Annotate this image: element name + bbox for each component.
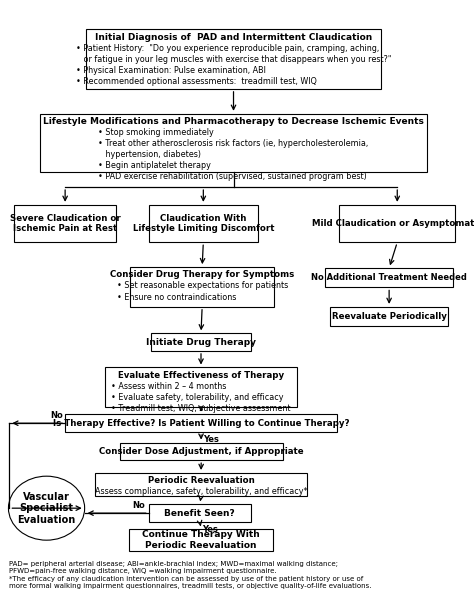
Text: Mild Claudication or Asymptomatic: Mild Claudication or Asymptomatic [312,219,474,228]
Text: Vascular
Specialist
Evaluation: Vascular Specialist Evaluation [18,492,76,525]
Text: Periodic Reevaluation: Periodic Reevaluation [147,476,255,485]
FancyBboxPatch shape [149,205,258,242]
FancyBboxPatch shape [339,205,456,242]
FancyBboxPatch shape [14,205,116,242]
Text: Benefit Seen?: Benefit Seen? [164,509,235,517]
FancyBboxPatch shape [149,504,251,522]
Text: Evaluate Effectiveness of Therapy: Evaluate Effectiveness of Therapy [118,371,284,380]
FancyBboxPatch shape [325,268,453,287]
Text: Reevaluate Periodically: Reevaluate Periodically [332,312,447,321]
FancyBboxPatch shape [151,333,251,351]
Ellipse shape [9,476,85,540]
Text: Severe Claudication or
Ischemic Pain at Rest: Severe Claudication or Ischemic Pain at … [10,214,120,233]
Text: Is Therapy Effective? Is Patient Willing to Continue Therapy?: Is Therapy Effective? Is Patient Willing… [53,419,349,428]
Text: Lifestyle Modifications and Pharmacotherapy to Decrease Ischemic Events: Lifestyle Modifications and Pharmacother… [43,117,424,126]
Text: No: No [50,411,63,420]
Text: • Set reasonable expectations for patients
• Ensure no contraindications: • Set reasonable expectations for patien… [117,281,288,302]
FancyBboxPatch shape [39,114,428,172]
Text: Consider Drug Therapy for Symptoms: Consider Drug Therapy for Symptoms [110,270,294,280]
Text: • Stop smoking immediately
• Treat other atherosclerosis risk factors (ie, hyper: • Stop smoking immediately • Treat other… [99,128,369,181]
FancyBboxPatch shape [105,367,297,407]
Text: Initiate Drug Therapy: Initiate Drug Therapy [146,338,256,346]
Text: • Patient History:  "Do you experience reproducible pain, cramping, aching,
   o: • Patient History: "Do you experience re… [76,44,391,86]
FancyBboxPatch shape [95,473,307,496]
Text: Claudication With
Lifestyle Limiting Discomfort: Claudication With Lifestyle Limiting Dis… [133,214,274,233]
FancyBboxPatch shape [120,443,283,460]
Text: Assess compliance, safety, tolerability, and efficacy*: Assess compliance, safety, tolerability,… [95,487,307,496]
FancyBboxPatch shape [86,29,381,89]
Text: Yes: Yes [203,435,219,444]
Text: Yes: Yes [202,525,218,534]
FancyBboxPatch shape [129,529,273,551]
Text: Initial Diagnosis of  PAD and Intermittent Claudication: Initial Diagnosis of PAD and Intermitten… [95,32,372,42]
Text: Consider Dose Adjustment, if Appropriate: Consider Dose Adjustment, if Appropriate [99,447,303,456]
Text: PAD= peripheral arterial disease; ABI=ankle-brachial index; MWD=maximal walking : PAD= peripheral arterial disease; ABI=an… [9,560,372,589]
FancyBboxPatch shape [330,306,448,326]
Text: No Additional Treatment Needed: No Additional Treatment Needed [311,273,467,283]
FancyBboxPatch shape [65,414,337,432]
Text: Continue Therapy With
Periodic Reevaluation: Continue Therapy With Periodic Reevaluat… [142,530,260,550]
Text: • Assess within 2 – 4 months
• Evaluate safety, tolerability, and efficacy
• Tre: • Assess within 2 – 4 months • Evaluate … [111,382,291,413]
Text: No: No [132,501,145,510]
FancyBboxPatch shape [130,267,274,306]
